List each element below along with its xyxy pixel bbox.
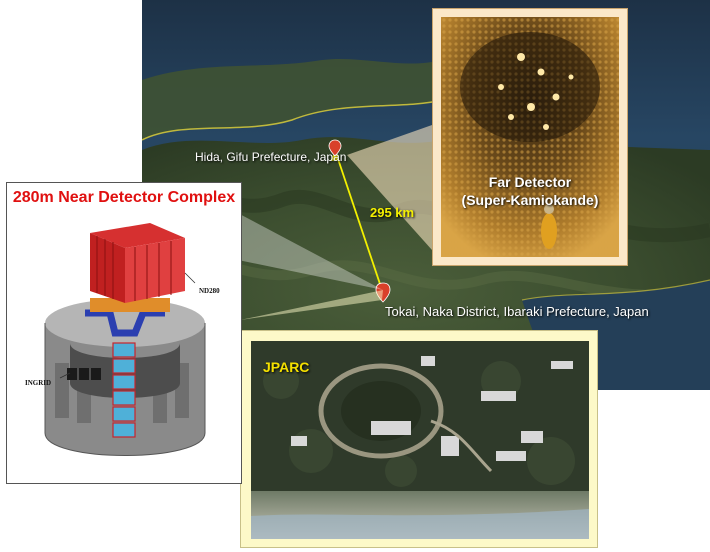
jparc-aerial-photo	[251, 341, 589, 539]
hida-label: Hida, Gifu Prefecture, Japan	[195, 150, 347, 164]
near-detector-panel: 280m Near Detector Complex	[6, 182, 242, 484]
beam-line	[334, 149, 383, 291]
jparc-caption: JPARC	[263, 359, 310, 375]
distance-label: 295 km	[370, 205, 415, 220]
far-detector-panel: Far Detector (Super-Kamiokande)	[432, 8, 628, 266]
far-detector-caption-line2: (Super-Kamiokande)	[461, 192, 599, 208]
near-detector-title: 280m Near Detector Complex	[12, 189, 236, 206]
far-detector-caption-line1: Far Detector	[488, 174, 572, 190]
far-detector-caption: Far Detector (Super-Kamiokande)	[433, 173, 627, 209]
ingrid-label: INGRID	[25, 379, 52, 387]
nd280-label: ND280	[199, 287, 220, 295]
super-kamiokande-photo	[441, 17, 619, 257]
near-detector-diagram	[44, 223, 206, 456]
jparc-panel: JPARC	[240, 330, 598, 548]
tokai-label: Tokai, Naka District, Ibaraki Prefecture…	[385, 304, 649, 319]
